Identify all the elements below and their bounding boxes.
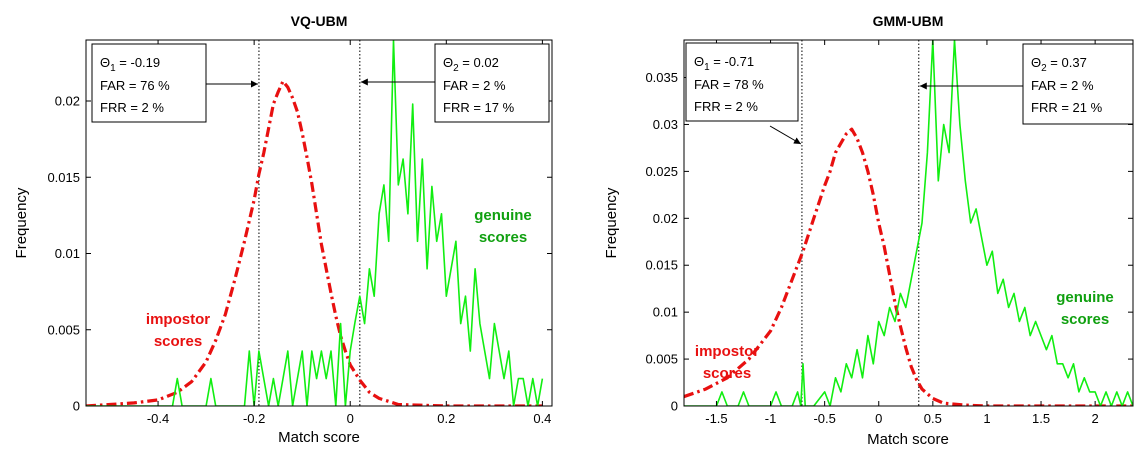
far-text: FAR = 2 % — [1031, 78, 1094, 93]
annotation-arrow — [769, 125, 802, 145]
y-tick-label: 0 — [671, 399, 678, 414]
theta-value: = -0.19 — [116, 55, 160, 70]
annotation-box — [685, 42, 799, 122]
impostor-label-line: scores — [703, 365, 751, 382]
impostor-scores-label: impostor scores — [695, 343, 759, 382]
genuine-label-line: scores — [1061, 311, 1109, 328]
plot-frame — [85, 39, 553, 407]
impostor-label-line: scores — [154, 333, 202, 350]
y-tick-label: 0.01 — [55, 246, 80, 261]
theta-subscript: 1 — [110, 63, 116, 74]
far-text: FAR = 76 % — [100, 78, 170, 93]
y-axis-label: Frequency — [603, 187, 620, 258]
x-tick-label: 0 — [875, 411, 882, 426]
x-tick-label: 0.2 — [437, 411, 455, 426]
x-axis-label: Match score — [278, 429, 360, 446]
frr-text: FRR = 2 % — [694, 99, 758, 114]
theta-subscript: 2 — [453, 63, 459, 74]
chart-gmm-ubm: GMM-UBM -1.5 -1 -0.5 0 0.5 1 1.5 2 0 0.005 0.01 0.01… — [603, 13, 1134, 448]
chart-vq-ubm: VQ-UBM -0.4 -0.2 0 0.2 0.4 0 0.005 0.01 0.015 0.02… — [13, 13, 553, 446]
genuine-scores-label: genuine scores — [1056, 289, 1114, 328]
x-tick-label: -0.5 — [813, 411, 835, 426]
x-tick-label: -1.5 — [705, 411, 727, 426]
y-tick-label: 0.02 — [653, 211, 678, 226]
impostor-series-line — [684, 127, 1133, 406]
theta-value: = 0.37 — [1047, 55, 1087, 70]
x-tick-label: 1.5 — [1032, 411, 1050, 426]
frr-text: FRR = 21 % — [1031, 100, 1103, 115]
annotation-box — [1022, 43, 1134, 125]
x-tick-label: 0 — [347, 411, 354, 426]
genuine-scores-label: genuine scores — [474, 207, 532, 246]
y-tick-label: 0.03 — [653, 117, 678, 132]
theta-value: = -0.71 — [710, 54, 754, 69]
y-tick-label: 0.005 — [47, 322, 80, 337]
plot-frame — [683, 39, 1134, 407]
y-axis-label: Frequency — [13, 187, 30, 258]
threshold-value-text: Θ1 = -0.71 — [694, 54, 754, 73]
y-tick-label: 0.015 — [645, 258, 678, 273]
threshold-value-text: Θ1 = -0.19 — [100, 55, 160, 74]
x-tick-label: 2 — [1092, 411, 1099, 426]
theta-symbol: Θ — [1031, 55, 1041, 70]
genuine-label-line: genuine — [474, 207, 532, 224]
far-text: FAR = 78 % — [694, 77, 764, 92]
y-tick-label: 0.015 — [47, 170, 80, 185]
y-tick-label: 0.035 — [645, 70, 678, 85]
genuine-series-line — [86, 40, 544, 406]
plot-area — [86, 40, 544, 406]
annotation-box — [91, 43, 207, 123]
y-tick-label: 0.005 — [645, 352, 678, 367]
genuine-label-line: scores — [479, 229, 527, 246]
threshold-value-text: Θ2 = 0.02 — [443, 55, 499, 74]
chart-title: GMM-UBM — [873, 13, 944, 29]
threshold-annotation-1: Θ1 = -0.19 FAR = 76 % FRR = 2 % — [91, 43, 207, 123]
frr-text: FRR = 2 % — [100, 100, 164, 115]
theta-symbol: Θ — [100, 55, 110, 70]
threshold-annotation-2: Θ2 = 0.37 FAR = 2 % FRR = 21 % — [1022, 43, 1134, 125]
x-tick-label: 0.4 — [533, 411, 551, 426]
threshold-value-text: Θ2 = 0.37 — [1031, 55, 1087, 74]
genuine-label-line: genuine — [1056, 289, 1114, 306]
y-tick-label: 0 — [73, 399, 80, 414]
theta-symbol: Θ — [694, 54, 704, 69]
x-tick-label: -0.2 — [243, 411, 265, 426]
plot-area — [684, 40, 1133, 406]
threshold-annotation-2: Θ2 = 0.02 FAR = 2 % FRR = 17 % — [434, 43, 550, 123]
x-tick-label: -0.4 — [147, 411, 169, 426]
threshold-annotation-1: Θ1 = -0.71 FAR = 78 % FRR = 2 % — [685, 42, 799, 122]
far-text: FAR = 2 % — [443, 78, 506, 93]
annotation-box — [434, 43, 550, 123]
theta-value: = 0.02 — [459, 55, 499, 70]
y-tick-label: 0.01 — [653, 305, 678, 320]
impostor-label-line: impostor — [146, 311, 210, 328]
impostor-label-line: impostor — [695, 343, 759, 360]
x-tick-label: 0.5 — [924, 411, 942, 426]
impostor-scores-label: impostor scores — [146, 311, 210, 350]
x-tick-label: 1 — [983, 411, 990, 426]
theta-symbol: Θ — [443, 55, 453, 70]
genuine-series-line — [684, 40, 1133, 406]
x-tick-label: -1 — [765, 411, 777, 426]
y-tick-label: 0.02 — [55, 94, 80, 109]
frr-text: FRR = 17 % — [443, 100, 515, 115]
y-tick-label: 0.025 — [645, 164, 678, 179]
impostor-series-line — [86, 79, 543, 406]
chart-title: VQ-UBM — [291, 13, 348, 29]
theta-subscript: 1 — [704, 62, 710, 73]
theta-subscript: 2 — [1041, 63, 1047, 74]
x-axis-label: Match score — [867, 431, 949, 448]
